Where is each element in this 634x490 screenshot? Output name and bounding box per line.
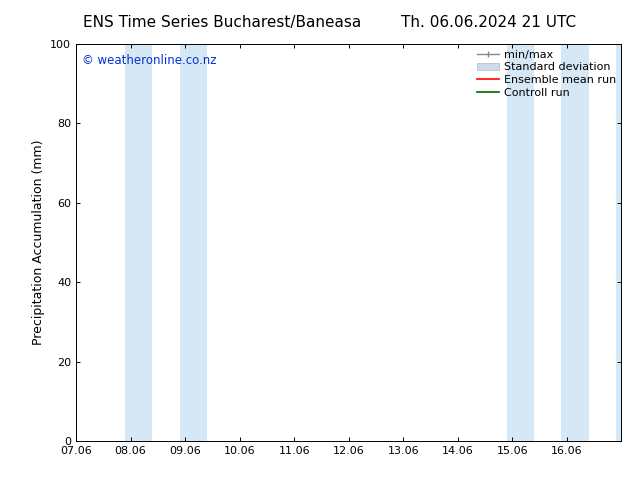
Bar (507, 44, 534, 441)
Y-axis label: Precipitation Accumulation (mm): Precipitation Accumulation (mm) (32, 140, 44, 345)
Text: © weatheronline.co.nz: © weatheronline.co.nz (82, 54, 216, 67)
Bar (616, 44, 621, 441)
Bar (125, 44, 152, 441)
Legend: min/max, Standard deviation, Ensemble mean run, Controll run: min/max, Standard deviation, Ensemble me… (475, 48, 618, 100)
Text: Th. 06.06.2024 21 UTC: Th. 06.06.2024 21 UTC (401, 15, 576, 30)
Bar (561, 44, 588, 441)
Bar (179, 44, 207, 441)
Text: ENS Time Series Bucharest/Baneasa: ENS Time Series Bucharest/Baneasa (83, 15, 361, 30)
